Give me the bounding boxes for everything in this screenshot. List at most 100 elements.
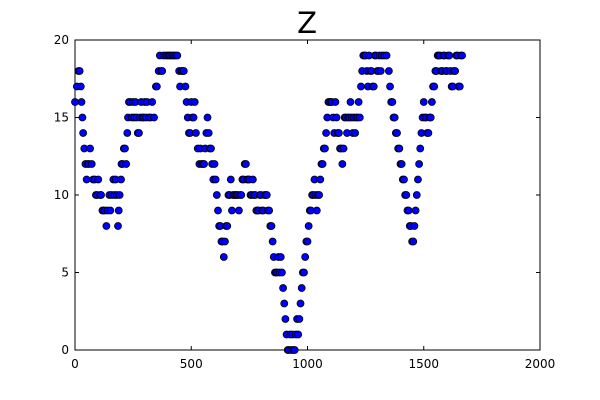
data-point [97, 191, 105, 199]
data-point [376, 67, 385, 75]
data-point [386, 82, 394, 91]
data-point [203, 113, 212, 122]
data-point [71, 98, 79, 106]
data-point [268, 237, 277, 246]
x-tick-label: 1000 [292, 357, 323, 371]
data-point [395, 144, 404, 153]
data-point [278, 268, 286, 277]
data-point [87, 160, 96, 168]
data-point [94, 175, 103, 184]
y-tick-label: 10 [54, 188, 69, 202]
chart-title: Z [297, 6, 317, 40]
data-point [339, 144, 348, 153]
data-point [390, 113, 399, 122]
x-tick-label: 500 [180, 357, 203, 371]
data-point [332, 113, 341, 122]
data-point [204, 129, 213, 137]
data-point [148, 98, 157, 106]
data-point [393, 129, 401, 137]
data-point [410, 222, 419, 230]
data-point [181, 82, 190, 91]
data-point [427, 98, 436, 106]
data-point [115, 191, 124, 199]
data-point [262, 191, 271, 199]
data-point [82, 175, 91, 184]
data-point [384, 67, 393, 75]
x-tick-label: 1500 [408, 357, 439, 371]
data-point [214, 206, 222, 215]
data-point [76, 82, 85, 91]
data-point [430, 82, 439, 91]
data-point [248, 175, 257, 184]
data-point [334, 129, 343, 137]
data-point [296, 299, 305, 308]
data-point [191, 129, 200, 137]
data-point [219, 253, 228, 261]
data-point [207, 144, 215, 153]
data-point [237, 191, 246, 199]
data-point [382, 51, 391, 60]
data-point [235, 206, 243, 215]
data-point [106, 206, 115, 215]
data-point [79, 129, 88, 137]
data-point [265, 206, 274, 215]
data-point [122, 160, 131, 168]
data-point [426, 113, 435, 122]
data-point [451, 67, 460, 75]
data-point [455, 82, 464, 91]
data-point [135, 129, 143, 137]
data-point [318, 160, 327, 168]
data-point [123, 129, 132, 137]
data-point [445, 51, 454, 60]
data-point [355, 113, 364, 122]
data-point [419, 98, 428, 106]
data-point [357, 82, 365, 91]
y-tick-label: 5 [61, 266, 69, 280]
data-point [458, 51, 467, 60]
data-point [189, 113, 198, 122]
data-point [402, 191, 411, 199]
data-point [351, 129, 360, 137]
data-point [117, 175, 125, 184]
x-tick-label: 2000 [525, 357, 556, 371]
data-point [301, 253, 310, 261]
data-point [77, 98, 86, 106]
data-point [369, 82, 378, 91]
y-tick-label: 15 [54, 111, 69, 125]
data-point [312, 206, 321, 215]
data-point [388, 98, 397, 106]
axes: 0 500 1000 1500 2000 0 5 10 15 20 [54, 33, 556, 371]
data-point [297, 284, 306, 292]
data-point [210, 160, 219, 168]
data-point [300, 268, 308, 277]
data-point [228, 206, 236, 215]
data-point [190, 98, 199, 106]
data-point [152, 82, 161, 91]
data-point [295, 315, 304, 323]
data-point [304, 222, 313, 230]
data-point [315, 191, 324, 199]
data-point [212, 191, 221, 199]
data-point [200, 160, 208, 168]
data-point [158, 67, 167, 75]
data-point [415, 160, 424, 168]
data-point [416, 144, 425, 153]
data-point [114, 222, 122, 230]
data-point [414, 175, 422, 184]
data-point [338, 160, 347, 168]
data-point [241, 160, 250, 168]
data-point [102, 222, 111, 230]
data-point [221, 237, 229, 246]
data-point [279, 284, 287, 292]
data-point [280, 299, 289, 308]
data-point [226, 175, 235, 184]
data-point [114, 206, 123, 215]
data-point [322, 129, 331, 137]
data-point [321, 144, 329, 153]
data-point [412, 191, 421, 199]
data-point [400, 175, 408, 184]
data-point [179, 67, 188, 75]
data-point [211, 175, 220, 184]
data-point [267, 222, 276, 230]
